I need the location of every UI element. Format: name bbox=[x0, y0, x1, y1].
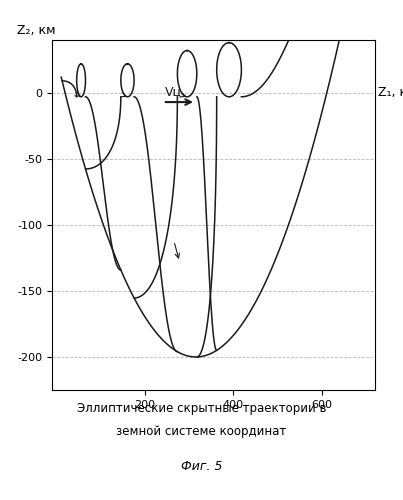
Text: Vц: Vц bbox=[165, 86, 182, 98]
Text: Эллиптические скрытные траектории в: Эллиптические скрытные траектории в bbox=[77, 402, 326, 415]
Text: Фиг. 5: Фиг. 5 bbox=[181, 460, 222, 472]
Text: Z₂, км: Z₂, км bbox=[17, 24, 56, 36]
Text: земной системе координат: земной системе координат bbox=[116, 424, 287, 438]
Text: Z₁, км: Z₁, км bbox=[378, 86, 403, 100]
